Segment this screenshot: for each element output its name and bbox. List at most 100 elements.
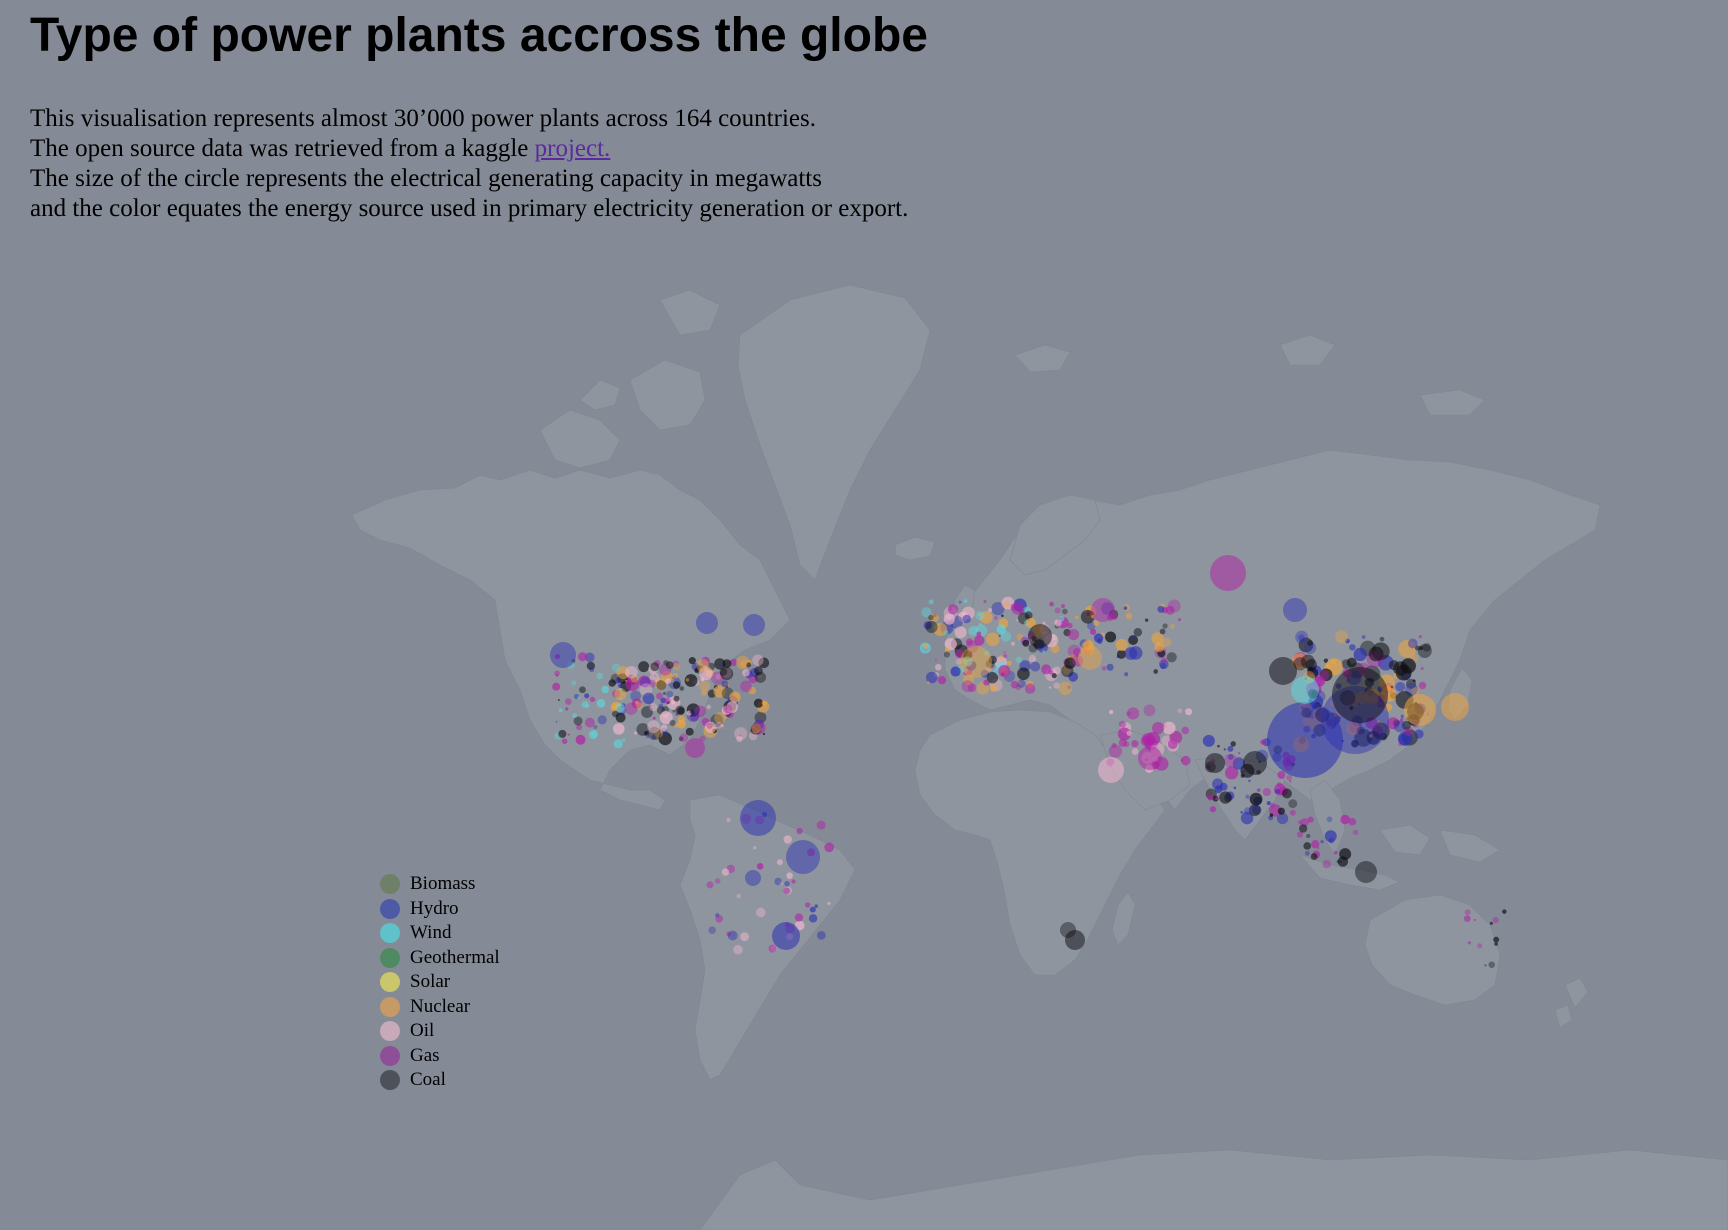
plant-marker-nuclear [714,712,726,724]
plant-marker-gas [1177,618,1182,622]
plant-marker-nuclear [677,719,686,729]
plant-marker-gas [1138,746,1162,770]
plant-marker-nuclear [1125,612,1133,620]
land-antarctica [699,1149,1728,1230]
plant-marker-oil [649,703,658,712]
legend-swatch-wind [380,923,400,944]
plant-marker-coal [1307,640,1313,646]
plant-marker-oil [1098,757,1124,783]
plant-marker-coal [1219,791,1232,804]
plant-marker-coal [1323,658,1329,663]
plant-marker-nuclear [699,680,711,692]
plant-marker-oil [704,721,717,733]
plant-marker-wind [943,630,949,636]
plant-marker-oil [715,721,723,729]
plant-marker-coal [1299,824,1308,833]
plant-marker-coal [658,731,672,746]
plant-marker-wind [590,730,598,738]
plant-marker-hydro [1326,816,1333,823]
plant-marker-hydro [1295,630,1309,644]
plant-marker-gas [1180,755,1191,766]
plant-marker-hydro [786,840,820,874]
legend-item-hydro: Hydro [380,897,500,922]
plant-marker-gas [552,682,561,691]
plant-marker-hydro [1393,720,1406,733]
plant-marker-coal [1351,739,1359,748]
plant-marker-gas [554,654,560,660]
plant-marker-gas [1418,681,1427,690]
plant-marker-gas [965,638,974,646]
plant-marker-gas [805,902,811,908]
plant-marker-oil [726,701,738,713]
plant-marker-gas [675,712,679,716]
plant-marker-gas [652,716,656,720]
plant-marker-gas [1117,727,1131,741]
plant-marker-oil [659,711,673,725]
plant-marker-gas [807,848,815,857]
plant-marker-gas [1464,909,1471,916]
plant-marker-hydro [958,600,962,604]
plant-marker-hydro [1227,753,1234,760]
plant-marker-coal [928,614,934,621]
plant-marker-wind [921,607,932,618]
plant-marker-coal [678,736,684,741]
plant-marker-hydro [1123,606,1128,610]
plant-marker-coal [1269,813,1274,817]
plant-marker-gas [1260,739,1266,745]
land-north-america [351,469,791,811]
plant-marker-oil [733,944,743,955]
plant-marker-hydro [950,666,961,677]
plant-marker-oil [1052,666,1061,675]
plant-marker-hydro [745,870,761,886]
plant-marker-gas [1297,820,1303,825]
plant-marker-oil [665,678,672,685]
plant-marker-gas [554,670,560,677]
plant-marker-oil [954,626,967,639]
plant-marker-hydro [743,614,765,636]
plant-marker-coal [762,732,766,736]
plant-marker-wind [621,738,626,742]
plant-marker-nuclear [978,613,982,617]
plant-marker-nuclear [998,655,1004,660]
plant-marker-gas [967,683,977,693]
plant-marker-coal [720,667,734,681]
plant-marker-gas [631,698,642,709]
plant-marker-coal [1298,637,1314,653]
plant-marker-coal [688,657,696,665]
legend-label-nuclear: Nuclear [410,995,471,1017]
plant-marker-coal [1306,833,1311,839]
land-australia [1364,894,1501,1006]
kaggle-project-link[interactable]: project. [534,135,611,162]
plant-marker-nuclear [1025,617,1036,628]
plant-marker-wind [1015,656,1023,664]
plant-marker-hydro [809,906,816,913]
plant-marker-coal [1388,660,1399,671]
plant-marker-coal [586,661,595,670]
plant-marker-gas [576,724,583,731]
legend-item-coal: Coal [380,1068,500,1093]
plant-marker-coal [1293,657,1307,671]
plant-marker-hydro [980,669,989,678]
plant-marker-oil [1042,621,1046,625]
plant-marker-gas [1270,802,1276,808]
plant-marker-gas [726,931,732,937]
plant-marker-nuclear [1078,646,1102,670]
intro-line-4: and the color equates the energy source … [30,195,909,222]
land-arctic-russia [1014,334,1486,416]
plant-marker-hydro [1094,633,1104,643]
plant-marker-gas [1049,601,1054,607]
plant-marker-oil [740,932,750,942]
plant-marker-hydro [1398,734,1410,746]
plant-marker-wind [975,611,985,621]
plant-marker-nuclear [1080,641,1095,656]
plant-marker-nuclear [713,685,726,698]
plant-marker-hydro [645,733,650,739]
plant-marker-hydro [662,732,668,737]
plant-marker-coal [1001,614,1004,617]
plant-marker-wind [581,701,589,709]
plant-marker-gas [983,599,987,603]
plant-marker-oil [649,672,660,683]
plant-marker-nuclear [1058,681,1073,696]
plant-marker-oil [661,710,669,718]
